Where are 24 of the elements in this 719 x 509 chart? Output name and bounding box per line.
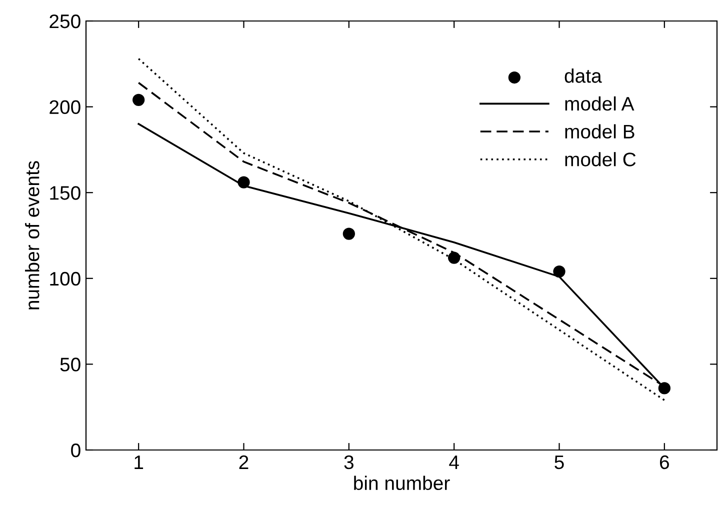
point — [238, 176, 250, 188]
y-tick-label: 200 — [50, 100, 80, 114]
y-tick-label: 50 — [60, 358, 80, 372]
point — [553, 265, 566, 278]
y-tick-label: 150 — [50, 186, 80, 200]
y-tick-label: 100 — [50, 272, 80, 286]
x-tick-label: 4 — [449, 456, 459, 469]
legend-label: model B — [565, 124, 634, 139]
x-tick-label: 3 — [344, 455, 354, 470]
x-axis-title: bin number — [354, 476, 450, 490]
x-tick-label: 6 — [660, 455, 669, 470]
y-tick-label: 0 — [71, 443, 80, 458]
legend-label: model C — [565, 152, 636, 166]
point — [342, 228, 355, 240]
x-tick-label: 5 — [554, 456, 564, 470]
y-axis-title: number of events — [25, 161, 40, 310]
y-tick-label: 250 — [50, 14, 80, 28]
x-tick-label: 1 — [134, 456, 144, 469]
legend-label: data — [564, 68, 602, 83]
legend-label: model A — [565, 96, 634, 111]
x-tick-label: 2 — [239, 455, 248, 469]
point — [132, 94, 145, 106]
point — [658, 382, 670, 394]
point — [448, 252, 460, 264]
